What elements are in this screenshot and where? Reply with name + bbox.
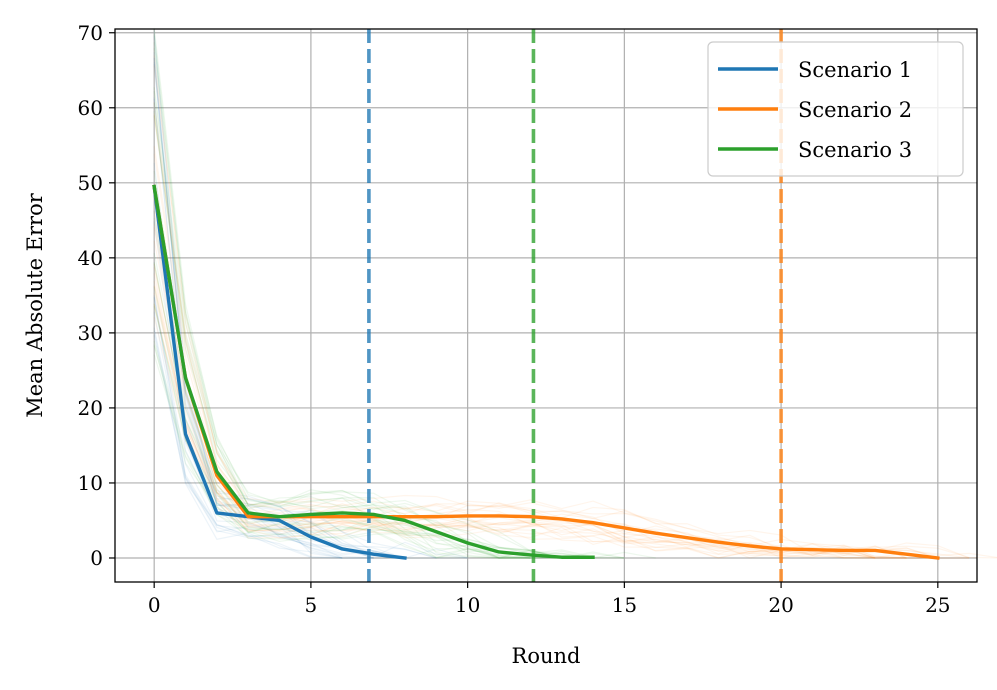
x-axis-label: Round [512,644,581,668]
run-trace [153,327,468,559]
run-trace [153,115,997,559]
y-tick-label: 60 [78,96,103,120]
y-axis-label: Mean Absolute Error [23,192,47,418]
run-trace [153,47,531,559]
y-tick-label: 30 [78,321,103,345]
run-trace [153,87,562,559]
run-trace [153,273,876,559]
run-trace [153,297,468,559]
x-tick-label: 0 [148,593,161,617]
run-trace [153,162,406,559]
run-trace [153,317,876,559]
y-tick-label: 70 [78,21,103,45]
run-trace [153,252,531,559]
y-tick-label: 40 [78,246,103,270]
legend-label: Scenario 3 [798,138,912,162]
run-trace [153,221,374,559]
legend-label: Scenario 2 [798,98,912,122]
run-trace [153,97,405,559]
run-trace [153,344,625,559]
y-tick-label: 10 [78,471,103,495]
run-trace [153,57,406,559]
y-tick-label: 20 [78,396,103,420]
run-trace [153,285,938,559]
series-line [152,184,595,559]
series-line [152,184,940,560]
run-trace [153,110,625,559]
run-trace [153,98,437,559]
legend-box [707,41,964,177]
plot-frame [114,28,978,583]
run-trace [153,295,374,559]
run-trace [153,51,406,559]
run-trace [153,42,562,559]
x-tick-label: 15 [612,593,637,617]
run-trace [153,153,907,559]
run-trace [153,263,938,559]
series-line [152,184,407,560]
run-trace [153,34,625,559]
x-tick-label: 25 [925,593,950,617]
run-trace [153,296,343,559]
y-tick-label: 50 [78,171,103,195]
run-trace [153,65,939,559]
run-trace [153,145,907,559]
run-trace [153,63,437,559]
run-trace [153,115,562,559]
run-trace [153,292,938,559]
series-lines [152,184,940,560]
run-trace [153,102,876,559]
x-tick-label: 10 [455,593,480,617]
run-trace [153,303,876,559]
run-trace [153,27,594,559]
x-tick-label: 5 [305,593,318,617]
run-trace [153,91,594,559]
run-trace [153,305,876,559]
axis-ticks: 0 5 10 15 20 25 0 10 20 30 40 50 60 70 [78,21,951,617]
x-tick-label: 20 [768,593,793,617]
run-trace [153,330,343,559]
legend-label: Scenario 1 [798,58,912,82]
legend: Scenario 1 Scenario 2 Scenario 3 [707,41,964,177]
run-trace [153,113,970,559]
run-trace [153,345,562,559]
y-tick-label: 0 [90,546,103,570]
run-trace [153,286,531,559]
run-trace [153,102,594,559]
